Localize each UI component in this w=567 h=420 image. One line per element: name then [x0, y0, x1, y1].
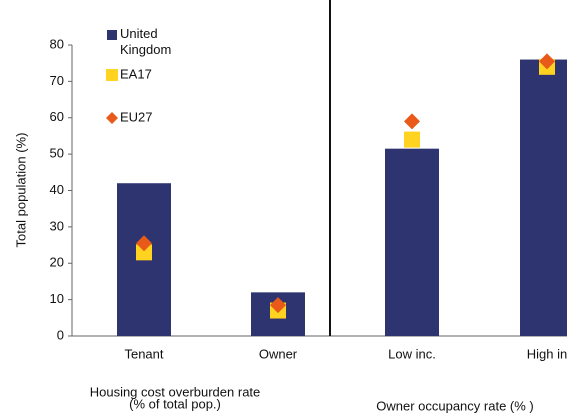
bar: [520, 59, 567, 337]
marker: [136, 244, 152, 261]
legend-label: EU27: [120, 109, 153, 124]
y-tick-label: 70: [50, 73, 64, 88]
legend-label: EA17: [120, 66, 152, 81]
y-tick-label: 60: [50, 109, 64, 124]
y-tick-label: 40: [50, 182, 64, 197]
group-label: Housing cost overburden rate: [90, 384, 261, 399]
marker: [136, 235, 152, 252]
marker: [404, 113, 420, 130]
legend-swatch: [107, 30, 117, 40]
x-tick-label: Owner: [259, 346, 298, 361]
marker: [404, 131, 420, 148]
marker: [539, 53, 555, 70]
legend-swatch: [106, 112, 118, 124]
bar: [385, 148, 439, 336]
legend-label: United Kingdom: [120, 26, 171, 57]
y-tick-label: 20: [50, 255, 64, 270]
marker: [270, 297, 286, 314]
y-tick-label: 80: [50, 36, 64, 51]
group-label: (% of total pop.): [129, 396, 221, 411]
x-tick-label: Low inc.: [388, 346, 436, 361]
legend-swatch: [106, 69, 118, 81]
y-axis-label: Total population (%): [13, 133, 28, 248]
y-tick-label: 30: [50, 218, 64, 233]
x-tick-label: High in: [527, 346, 567, 361]
y-tick-label: 0: [57, 327, 64, 342]
y-tick-label: 50: [50, 146, 64, 161]
group-label: Owner occupancy rate (% ): [376, 398, 534, 413]
y-tick-label: 10: [50, 291, 64, 306]
x-tick-label: Tenant: [124, 346, 163, 361]
